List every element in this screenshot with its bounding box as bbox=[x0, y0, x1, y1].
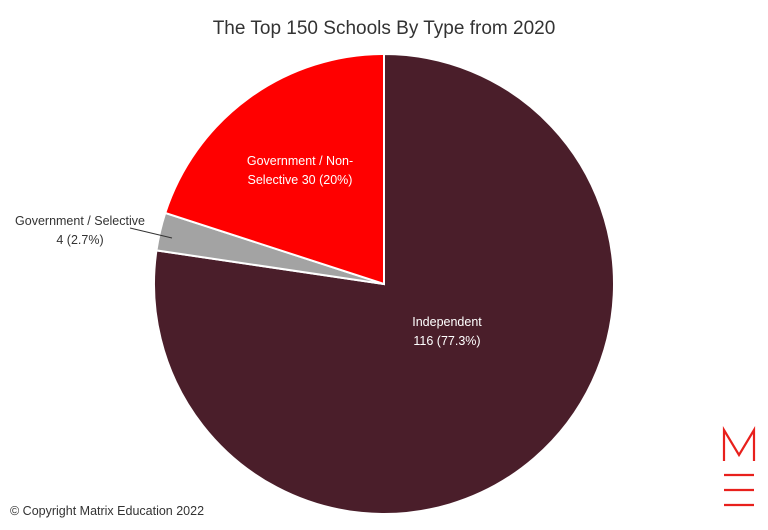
chart-title: The Top 150 Schools By Type from 2020 bbox=[212, 18, 556, 39]
value-label: 116 (77.3%) bbox=[413, 334, 481, 348]
slice-label: Independent 116 (77.3%) bbox=[387, 313, 507, 351]
logo bbox=[722, 426, 756, 507]
copyright: © Copyright Matrix Education 2022 bbox=[10, 504, 205, 518]
leader-line bbox=[129, 227, 173, 239]
pie-slice bbox=[163, 52, 385, 286]
category-label: Independent bbox=[412, 315, 482, 329]
logo-m bbox=[722, 426, 756, 461]
value-label: 30 (20%) bbox=[301, 173, 353, 187]
category-label: Government / Selective bbox=[15, 214, 145, 228]
category-label: Government / Non-Selective bbox=[246, 154, 354, 187]
slice-label: Government / Selective 4 (2.7%) bbox=[10, 212, 150, 250]
slice-label: Government / Non-Selective 30 (20%) bbox=[225, 152, 375, 190]
value-label: 4 (2.7%) bbox=[56, 233, 104, 247]
